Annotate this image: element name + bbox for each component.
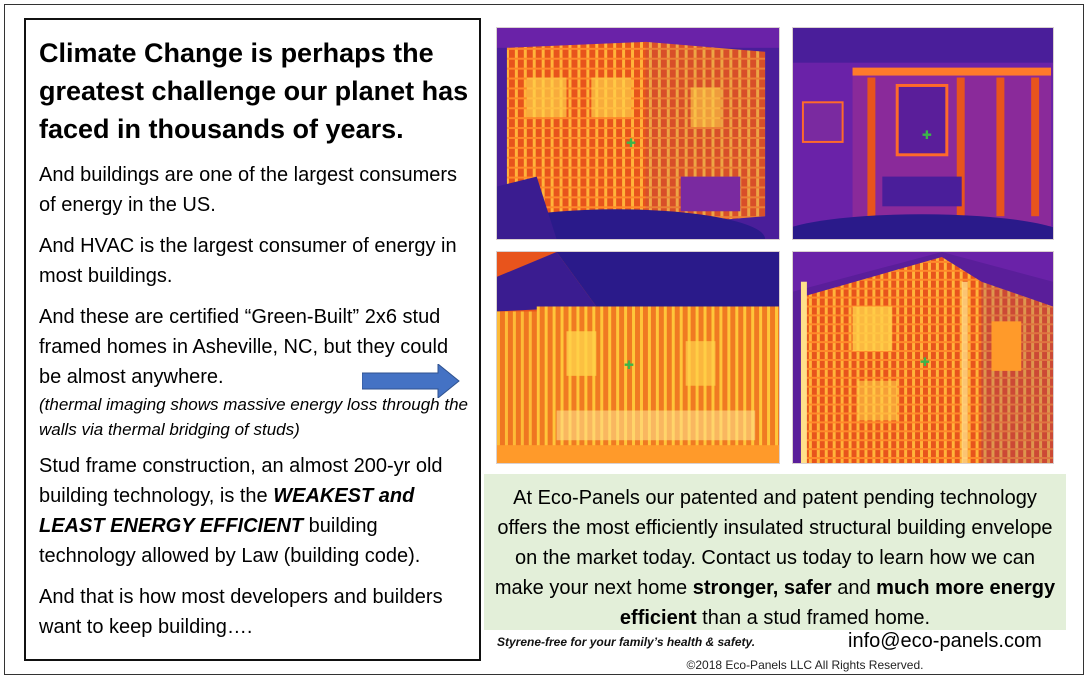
copyright: ©2018 Eco-Panels LLC All Rights Reserved… bbox=[686, 658, 924, 672]
weakest-emphasis: WEAKEST and LEAST ENERGY EFFICIENT bbox=[39, 485, 415, 537]
svg-text:✚: ✚ bbox=[920, 355, 930, 369]
paragraph-hvac: And HVAC is the largest consumer of ener… bbox=[39, 235, 457, 287]
right-arrow-icon bbox=[362, 364, 460, 398]
paragraph-green-built: And these are certified “Green-Built” 2x… bbox=[39, 302, 469, 392]
paragraph-buildings: And buildings are one of the largest con… bbox=[39, 164, 458, 216]
callout-bold-energy-efficient: much more energy efficient bbox=[619, 577, 1056, 629]
svg-text:✚: ✚ bbox=[626, 136, 636, 150]
callout-text-2: and bbox=[831, 577, 877, 599]
svg-text:✚: ✚ bbox=[624, 358, 634, 372]
eco-panels-callout: At Eco-Panels our patented and patent pe… bbox=[484, 474, 1066, 630]
svg-text:✚: ✚ bbox=[922, 128, 932, 142]
thermal-image-house-2: ✚ bbox=[496, 251, 780, 464]
thermal-note: (thermal imaging shows massive energy lo… bbox=[39, 395, 468, 439]
paragraph-developers: And that is how most developers and buil… bbox=[39, 586, 443, 638]
thermal-image-house-1: ✚ bbox=[496, 27, 780, 240]
text-panel: Climate Change is perhaps the greatest c… bbox=[24, 18, 481, 661]
green-built-text: And these are certified “Green-Built” 2x… bbox=[39, 306, 449, 388]
callout-bold-stronger-safer: stronger, safer bbox=[692, 577, 832, 599]
thermal-image-interior-wall: ✚ bbox=[792, 27, 1054, 240]
callout-text-3: than a stud framed home. bbox=[696, 607, 931, 629]
stud-frame-text-1: Stud frame construction, an almost 200-y… bbox=[39, 455, 443, 507]
callout-text-1: At Eco-Panels our patented and patent pe… bbox=[494, 487, 1053, 599]
contact-email[interactable]: info@eco-panels.com bbox=[848, 630, 1042, 652]
thermal-image-house-3: ✚ bbox=[792, 251, 1054, 464]
page-frame bbox=[4, 4, 1084, 675]
stud-frame-text-2: building technology allowed by Law (buil… bbox=[39, 515, 421, 567]
paragraph-stud-frame: Stud frame construction, an almost 200-y… bbox=[39, 451, 469, 571]
headline: Climate Change is perhaps the greatest c… bbox=[39, 38, 469, 144]
styrene-free-tagline: Styrene-free for your family’s health & … bbox=[497, 635, 756, 649]
